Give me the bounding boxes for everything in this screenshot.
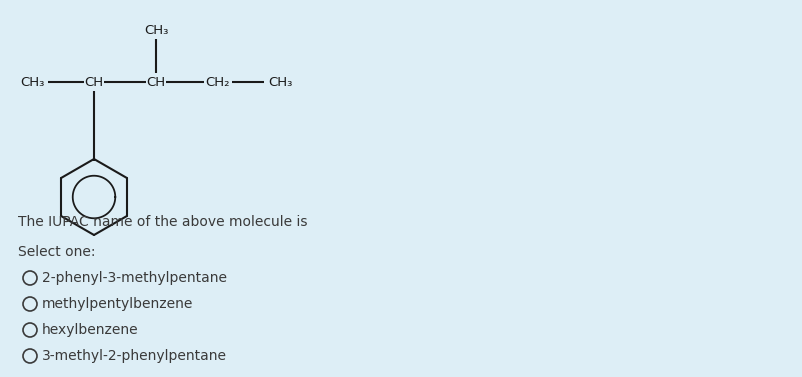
Text: hexylbenzene: hexylbenzene bbox=[42, 323, 139, 337]
Text: methylpentylbenzene: methylpentylbenzene bbox=[42, 297, 193, 311]
Text: CH₂: CH₂ bbox=[205, 75, 230, 89]
Text: CH₃: CH₃ bbox=[144, 23, 168, 37]
Text: CH: CH bbox=[146, 75, 165, 89]
Text: The IUPAC name of the above molecule is: The IUPAC name of the above molecule is bbox=[18, 215, 307, 229]
Text: CH₃: CH₃ bbox=[268, 75, 292, 89]
Text: Select one:: Select one: bbox=[18, 245, 95, 259]
Text: CH: CH bbox=[84, 75, 103, 89]
Text: 2-phenyl-3-methylpentane: 2-phenyl-3-methylpentane bbox=[42, 271, 227, 285]
Text: CH₃: CH₃ bbox=[20, 75, 44, 89]
Text: 3-methyl-2-phenylpentane: 3-methyl-2-phenylpentane bbox=[42, 349, 227, 363]
